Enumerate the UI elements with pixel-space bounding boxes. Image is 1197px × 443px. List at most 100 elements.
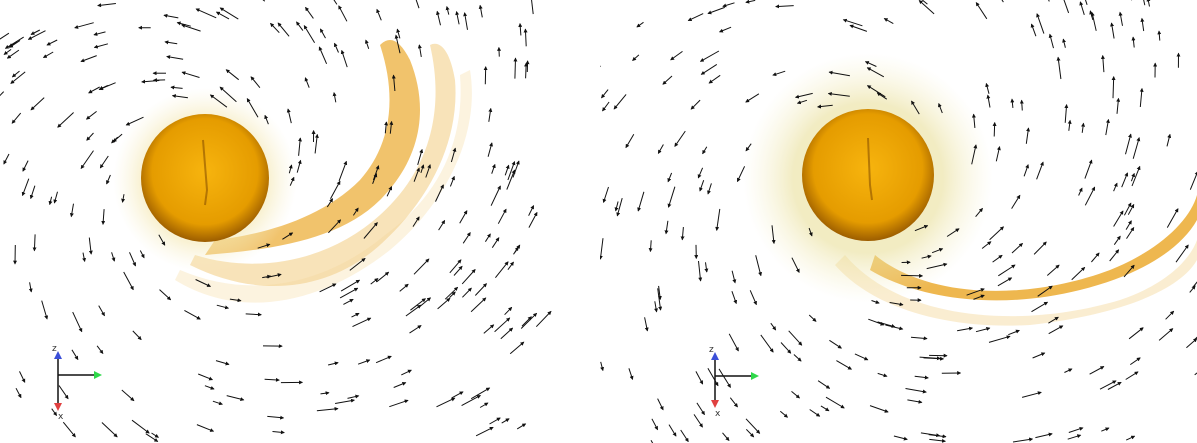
velocity-arrow (171, 94, 188, 99)
velocity-arrow (1001, 0, 1004, 3)
velocity-arrow (920, 432, 941, 438)
velocity-arrow (445, 5, 450, 15)
velocity-arrow (474, 283, 487, 296)
velocity-arrow (10, 71, 26, 84)
velocity-arrow (614, 201, 619, 212)
velocity-arrow (318, 46, 328, 64)
velocity-arrow (1113, 210, 1124, 227)
velocity-arrow (600, 361, 605, 372)
velocity-arrow (699, 50, 720, 62)
velocity-arrow (451, 391, 464, 399)
velocity-arrow (989, 226, 1004, 241)
velocity-arrow (1110, 22, 1115, 39)
velocity-arrow (1166, 208, 1179, 228)
velocity-arrow (22, 160, 29, 172)
velocity-arrow (319, 28, 326, 39)
velocity-arrow (1146, 0, 1151, 7)
velocity-arrow (788, 330, 803, 346)
velocity-arrow (257, 243, 271, 249)
velocity-arrow (410, 298, 426, 311)
velocity-arrow (1048, 325, 1064, 335)
velocity-arrow (507, 160, 516, 181)
velocity-arrow (520, 312, 538, 329)
velocity-arrow (535, 310, 552, 328)
velocity-arrow (644, 317, 649, 332)
velocity-arrow (226, 395, 245, 402)
velocity-arrow (99, 155, 109, 169)
velocity-arrow (88, 237, 93, 255)
velocity-arrow (637, 191, 645, 212)
z-axis-label: z (709, 345, 714, 355)
velocity-arrow (296, 159, 302, 173)
velocity-arrow (707, 367, 719, 387)
velocity-arrow (957, 326, 974, 332)
velocity-arrow (697, 167, 704, 179)
velocity-arrow (129, 252, 136, 267)
velocity-arrow (389, 399, 409, 408)
velocity-arrow (728, 333, 739, 352)
velocity-arrow (97, 3, 116, 8)
velocity-arrow (425, 164, 431, 178)
velocity-arrow (96, 345, 104, 355)
velocity-arrow (1021, 391, 1042, 398)
velocity-arrow (396, 28, 401, 39)
velocity-arrow (667, 172, 673, 183)
velocity-arrow (393, 382, 407, 388)
velocity-arrow (384, 121, 389, 134)
velocity-arrow (524, 62, 529, 79)
velocity-arrow (662, 75, 673, 85)
velocity-arrow (438, 219, 446, 231)
x-axis-label: x (715, 409, 721, 419)
velocity-arrow (386, 185, 393, 197)
axes-triad: z x (709, 345, 759, 419)
velocity-arrow (918, 0, 935, 15)
velocity-arrow (1064, 104, 1069, 123)
velocity-arrow (628, 368, 634, 381)
velocity-arrow (101, 422, 118, 438)
velocity-arrow (1125, 133, 1132, 155)
velocity-arrow (488, 107, 493, 122)
velocity-arrow (125, 116, 144, 126)
velocity-arrow (375, 355, 392, 364)
velocity-arrow (106, 174, 111, 185)
velocity-arrow (483, 324, 495, 334)
velocity-arrow (487, 142, 493, 157)
velocity-arrow (745, 428, 755, 438)
velocity-arrow (151, 432, 159, 438)
velocity-arrow (93, 31, 106, 36)
velocity-arrow (1012, 437, 1034, 443)
velocity-arrow (854, 353, 869, 361)
velocity-arrow (771, 225, 776, 245)
velocity-arrow (729, 397, 738, 408)
velocity-arrow (1157, 30, 1162, 41)
velocity-arrow (1033, 241, 1047, 255)
star-core (141, 114, 269, 242)
x-axis-arrow (54, 403, 62, 411)
velocity-arrow (1025, 127, 1031, 144)
velocity-arrow (304, 77, 310, 88)
velocity-arrow (877, 372, 888, 378)
velocity-arrow (1091, 252, 1100, 263)
velocity-arrow (1101, 427, 1110, 432)
velocity-arrow (745, 418, 761, 434)
velocity-arrow (250, 76, 261, 89)
velocity-arrow (791, 257, 800, 273)
velocity-arrow (992, 254, 1003, 263)
velocity-arrow (215, 11, 230, 20)
velocity-arrow (29, 185, 36, 200)
velocity-arrow (27, 30, 46, 40)
velocity-arrow (695, 371, 704, 385)
velocity-arrow (376, 271, 390, 283)
velocity-arrow (981, 241, 992, 249)
velocity-arrow (988, 335, 1011, 343)
velocity-arrow (490, 185, 501, 206)
velocity-arrow (772, 70, 786, 77)
velocity-arrow (288, 164, 293, 174)
velocity-arrow (699, 180, 705, 192)
velocity-arrow (1111, 76, 1116, 99)
velocity-arrow (1079, 1, 1085, 16)
velocity-arrow (495, 261, 509, 279)
velocity-arrow (1130, 172, 1135, 182)
velocity-arrow (212, 400, 223, 406)
velocity-arrow (1123, 264, 1135, 278)
